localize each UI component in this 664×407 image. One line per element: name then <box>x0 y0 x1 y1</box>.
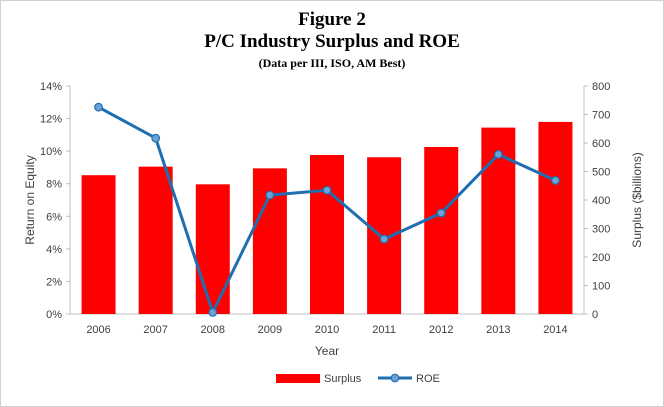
right-tick-label: 500 <box>592 167 610 179</box>
point-roe <box>493 149 503 159</box>
point-roe <box>436 208 446 218</box>
chart-title: Figure 2 <box>298 9 366 30</box>
x-tick-label: 2009 <box>258 324 282 336</box>
bar-surplus <box>252 168 287 314</box>
left-tick-label: 0% <box>46 309 62 321</box>
x-tick-label: 2007 <box>143 324 167 336</box>
left-tick-label: 8% <box>46 179 62 191</box>
bar-surplus <box>424 146 459 314</box>
point-roe <box>265 190 275 200</box>
point-roe <box>94 102 103 112</box>
right-tick-label: 300 <box>592 224 610 236</box>
left-tick-label: 2% <box>46 276 62 288</box>
left-tick-label: 10% <box>40 146 62 158</box>
x-tick-label: 2014 <box>543 324 567 336</box>
right-tick-label: 700 <box>592 110 610 122</box>
left-tick-label: 12% <box>40 114 62 126</box>
x-tick-label: 2006 <box>86 324 110 336</box>
legend-label-surplus: Surplus <box>324 373 362 385</box>
point-roe <box>208 307 218 317</box>
right-tick-label: 0 <box>592 309 598 321</box>
legend-swatch-surplus <box>276 374 320 383</box>
chart-note: (Data per III, ISO, AM Best) <box>258 56 406 70</box>
bar-surplus <box>195 184 230 314</box>
point-roe <box>151 133 161 143</box>
x-tick-label: 2012 <box>429 324 453 336</box>
right-tick-label: 600 <box>592 138 610 150</box>
left-tick-label: 6% <box>46 211 62 223</box>
x-axis-title: Year <box>315 344 339 358</box>
left-tick-label: 4% <box>46 244 62 256</box>
x-tick-label: 2011 <box>372 324 396 336</box>
bar-surplus <box>538 121 573 314</box>
right-tick-label: 200 <box>592 252 610 264</box>
point-roe <box>379 234 389 244</box>
point-roe <box>551 176 560 185</box>
y-axis-title-right: Surplus ($billions) <box>630 152 644 247</box>
right-tick-label: 400 <box>592 195 610 207</box>
bar-surplus <box>310 154 344 314</box>
x-tick-label: 2013 <box>486 324 510 336</box>
legend-label-roe: ROE <box>416 373 440 385</box>
right-tick-label: 100 <box>592 281 610 293</box>
legend-marker-roe <box>390 373 400 383</box>
x-tick-label: 2010 <box>315 324 339 336</box>
y-axis-title-left: Return on Equity <box>23 155 37 244</box>
bar-surplus <box>138 166 173 314</box>
chart-subtitle: P/C Industry Surplus and ROE <box>204 31 460 52</box>
bar-surplus <box>81 175 116 314</box>
x-tick-label: 2008 <box>201 324 225 336</box>
right-tick-label: 800 <box>592 81 610 93</box>
left-tick-label: 14% <box>40 81 62 93</box>
point-roe <box>322 185 332 195</box>
